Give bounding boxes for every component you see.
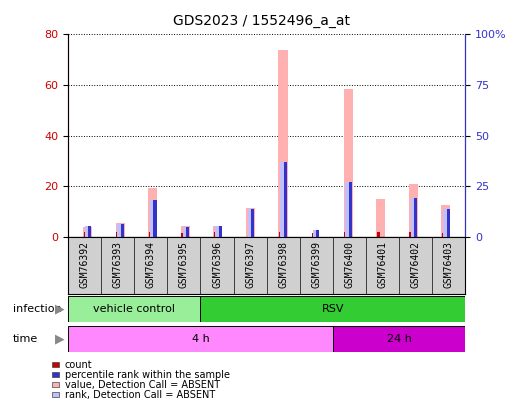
Text: GSM76403: GSM76403 xyxy=(444,241,454,288)
Bar xyxy=(116,223,124,237)
Bar xyxy=(68,326,333,352)
Text: infection: infection xyxy=(13,304,62,314)
Bar xyxy=(316,230,320,237)
Bar xyxy=(116,232,119,237)
Bar xyxy=(83,227,92,237)
Bar xyxy=(153,200,156,237)
Bar xyxy=(344,232,347,237)
Text: ▶: ▶ xyxy=(55,333,65,346)
Bar xyxy=(312,233,315,237)
Bar xyxy=(214,232,217,237)
Bar xyxy=(150,200,155,237)
Text: 24 h: 24 h xyxy=(387,334,412,344)
Bar xyxy=(186,227,189,237)
Text: value, Detection Call = ABSENT: value, Detection Call = ABSENT xyxy=(65,380,220,390)
Bar xyxy=(181,233,185,237)
Text: percentile rank within the sample: percentile rank within the sample xyxy=(65,370,230,379)
Bar xyxy=(411,198,416,237)
Bar xyxy=(442,233,445,237)
Bar xyxy=(414,198,417,237)
Bar xyxy=(251,209,254,237)
Text: GSM76397: GSM76397 xyxy=(245,241,255,288)
Bar xyxy=(410,232,413,237)
Text: GSM76392: GSM76392 xyxy=(79,241,89,288)
Text: GSM76402: GSM76402 xyxy=(411,241,421,288)
Bar xyxy=(280,162,286,237)
Text: GSM76394: GSM76394 xyxy=(146,241,156,288)
Text: vehicle control: vehicle control xyxy=(93,304,175,314)
Bar xyxy=(376,199,385,237)
Text: GSM76398: GSM76398 xyxy=(278,241,288,288)
Bar xyxy=(148,188,157,237)
Text: count: count xyxy=(65,360,93,369)
Text: GSM76401: GSM76401 xyxy=(378,241,388,288)
Text: GSM76400: GSM76400 xyxy=(345,241,355,288)
Text: GSM76393: GSM76393 xyxy=(112,241,123,288)
Bar xyxy=(215,226,221,237)
Bar xyxy=(443,209,449,237)
Bar xyxy=(409,184,418,237)
Bar xyxy=(346,182,351,237)
Bar xyxy=(117,224,123,237)
Bar xyxy=(313,230,319,237)
Text: RSV: RSV xyxy=(322,304,344,314)
Bar xyxy=(349,182,352,237)
Bar xyxy=(121,224,124,237)
Text: time: time xyxy=(13,334,38,344)
Bar xyxy=(213,226,222,237)
Bar xyxy=(246,208,255,237)
Bar xyxy=(447,209,450,237)
Bar xyxy=(283,162,287,237)
Text: GSM76395: GSM76395 xyxy=(179,241,189,288)
Bar xyxy=(183,227,188,237)
Bar xyxy=(88,226,92,237)
Bar xyxy=(219,226,222,237)
Text: ▶: ▶ xyxy=(55,302,65,315)
Text: 4 h: 4 h xyxy=(191,334,209,344)
Bar xyxy=(68,296,200,322)
Bar xyxy=(200,296,465,322)
Bar xyxy=(84,232,87,237)
Bar xyxy=(441,205,450,237)
Text: GSM76396: GSM76396 xyxy=(212,241,222,288)
Text: GSM76399: GSM76399 xyxy=(311,241,322,288)
Bar xyxy=(279,232,282,237)
Text: GDS2023 / 1552496_a_at: GDS2023 / 1552496_a_at xyxy=(173,14,350,28)
Bar xyxy=(333,326,465,352)
Bar xyxy=(344,89,353,237)
Bar xyxy=(278,50,288,237)
Bar xyxy=(149,232,152,237)
Bar xyxy=(85,226,90,237)
Text: rank, Detection Call = ABSENT: rank, Detection Call = ABSENT xyxy=(65,390,215,400)
Bar xyxy=(181,226,190,237)
Bar xyxy=(248,209,253,237)
Bar xyxy=(377,232,380,237)
